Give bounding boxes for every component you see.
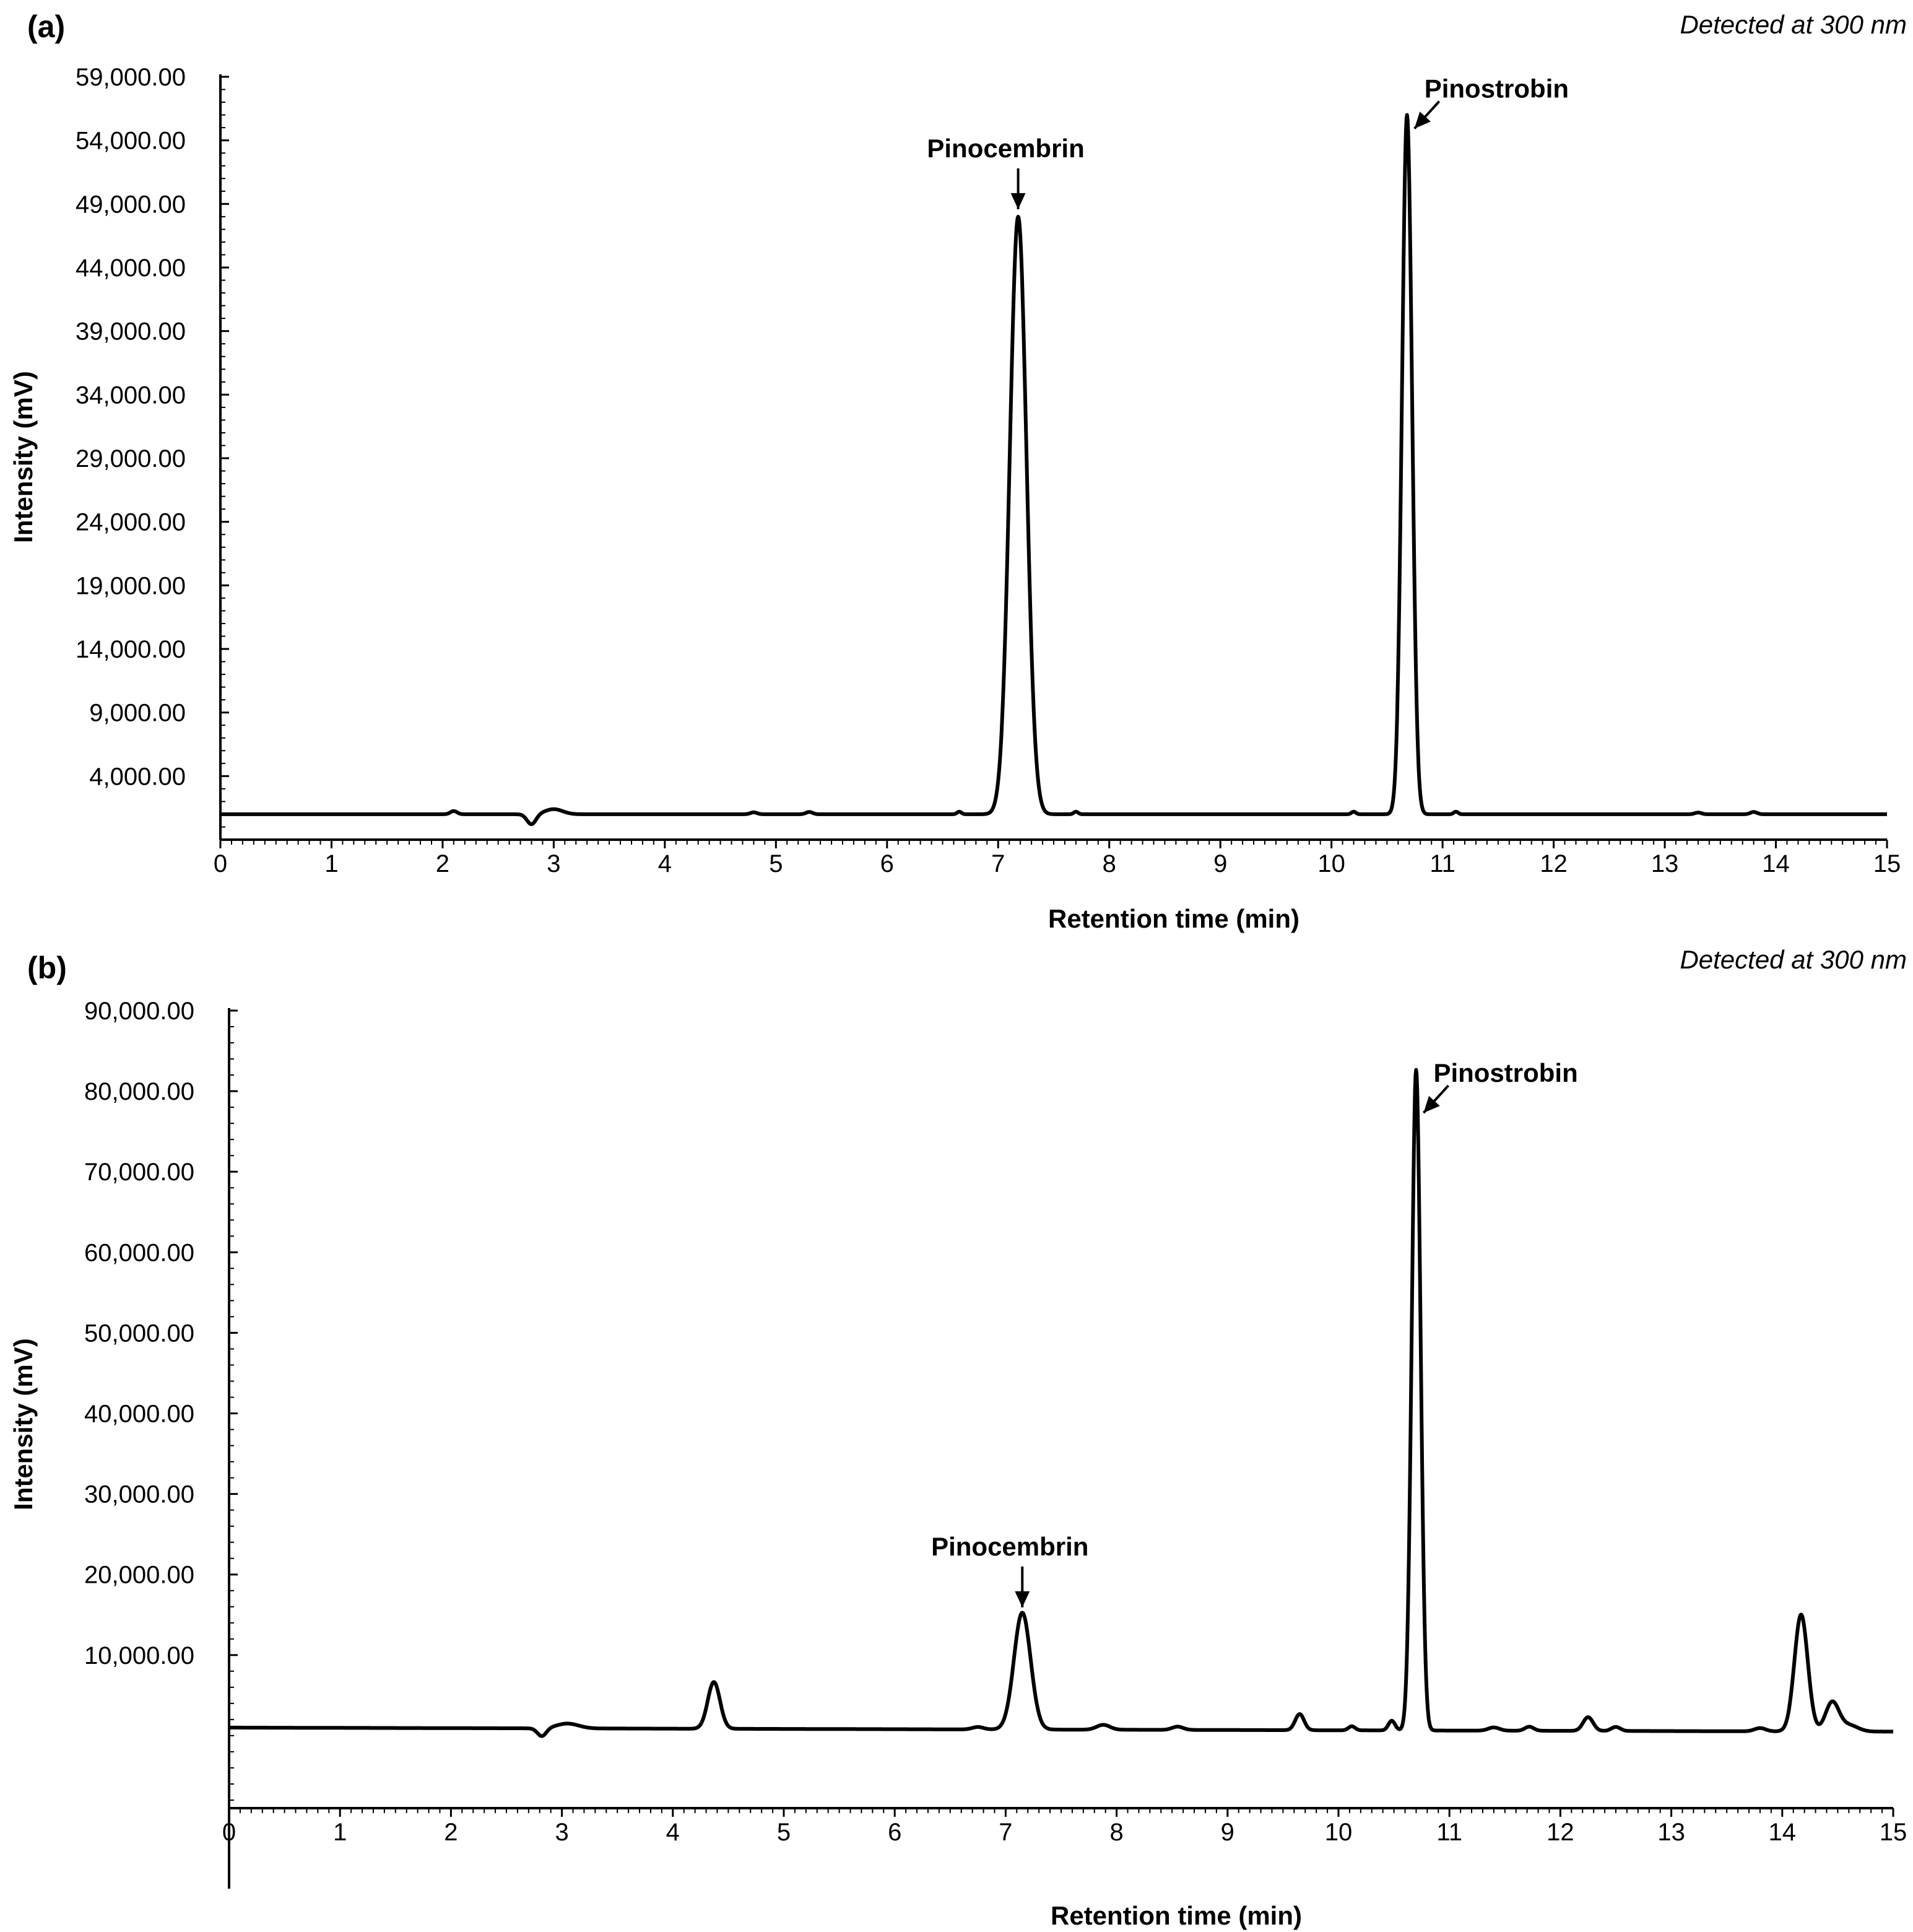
panel-a-trace-line <box>219 113 1889 826</box>
peak-annotation-pinostrobin: Pinostrobin <box>1422 1058 1578 1114</box>
y-tick-label: 9,000.00 <box>89 700 186 727</box>
panel-b-y-axis-label: Intensity (mV) <box>9 1338 38 1510</box>
y-tick-label: 60,000.00 <box>84 1239 194 1266</box>
y-tick-label: 40,000.00 <box>84 1401 194 1428</box>
panel-b-detection-note: Detected at 300 nm <box>1680 945 1907 974</box>
x-tick-label: 7 <box>991 850 1005 877</box>
x-tick-label: 9 <box>1213 850 1227 877</box>
peak-label: Pinostrobin <box>1433 1058 1577 1087</box>
panel-b-x-axis-label: Retention time (min) <box>1051 1901 1302 1930</box>
y-tick-label: 29,000.00 <box>76 445 186 472</box>
x-tick-label: 11 <box>1429 850 1455 877</box>
y-tick-label: 90,000.00 <box>84 998 194 1025</box>
x-tick-label: 13 <box>1651 850 1679 877</box>
x-tick-label: 5 <box>769 850 783 877</box>
x-tick-label: 4 <box>666 1819 680 1846</box>
panel-b-annotations: Pinocembrin Pinostrobin <box>931 1058 1578 1608</box>
panel-a-label: (a) <box>27 9 65 44</box>
peak-label: Pinocembrin <box>927 134 1084 163</box>
x-tick-label: 12 <box>1540 850 1568 877</box>
y-tick-label: 10,000.00 <box>84 1642 194 1669</box>
x-tick-label: 5 <box>777 1819 791 1846</box>
x-tick-label: 14 <box>1769 1819 1797 1846</box>
x-tick-label: 6 <box>888 1819 901 1846</box>
x-tick-label: 6 <box>880 850 894 877</box>
x-tick-label: 0 <box>214 850 227 877</box>
peak-label: Pinocembrin <box>931 1532 1088 1561</box>
panel-a-ticks: 0 1 2 3 4 5 6 7 8 9 10 11 12 13 14 154,000.009,000.0014… <box>76 64 1901 877</box>
panel-b-label: (b) <box>27 951 67 985</box>
x-tick-label: 12 <box>1546 1819 1574 1846</box>
x-tick-label: 4 <box>658 850 672 877</box>
y-tick-label: 80,000.00 <box>84 1078 194 1105</box>
y-tick-label: 44,000.00 <box>76 255 186 282</box>
y-tick-label: 49,000.00 <box>76 191 186 218</box>
x-tick-label: 11 <box>1436 1819 1462 1846</box>
x-tick-label: 3 <box>555 1819 568 1846</box>
x-tick-label: 15 <box>1873 850 1901 877</box>
x-tick-label: 7 <box>999 1819 1012 1846</box>
x-tick-label: 8 <box>1103 850 1116 877</box>
x-tick-label: 10 <box>1317 850 1345 877</box>
peak-annotation-pinocembrin: Pinocembrin <box>927 134 1085 209</box>
y-tick-label: 30,000.00 <box>84 1481 194 1508</box>
y-tick-label: 70,000.00 <box>84 1159 194 1186</box>
x-tick-label: 9 <box>1221 1819 1234 1846</box>
arrow-head <box>1015 1591 1030 1608</box>
panel-a-detection-note: Detected at 300 nm <box>1680 10 1907 39</box>
x-tick-label: 2 <box>436 850 449 877</box>
x-tick-label: 1 <box>333 1819 347 1846</box>
y-tick-label: 20,000.00 <box>84 1562 194 1589</box>
x-tick-label: 13 <box>1657 1819 1685 1846</box>
y-tick-label: 59,000.00 <box>76 64 186 91</box>
y-tick-label: 39,000.00 <box>76 318 186 346</box>
x-tick-label: 10 <box>1325 1819 1353 1846</box>
x-tick-label: 1 <box>324 850 338 877</box>
panel-b-trace-line <box>227 1068 1895 1738</box>
y-tick-label: 24,000.00 <box>76 509 186 536</box>
y-tick-label: 14,000.00 <box>76 636 186 663</box>
x-tick-label: 3 <box>547 850 560 877</box>
y-tick-label: 19,000.00 <box>76 572 186 599</box>
peak-label: Pinostrobin <box>1425 74 1569 103</box>
peak-annotation-pinostrobin: Pinostrobin <box>1413 74 1569 129</box>
y-tick-label: 4,000.00 <box>89 763 186 790</box>
x-tick-label: 2 <box>444 1819 458 1846</box>
x-tick-label: 14 <box>1762 850 1790 877</box>
panel-a-chart: (a) Detected at 300 nm Retention time (m… <box>9 9 1907 933</box>
panel-a-x-axis-label: Retention time (min) <box>1048 904 1299 933</box>
panel-b-chart: (b) Detected at 300 nm Retention time (m… <box>9 945 1907 1930</box>
panel-a-annotations: Pinocembrin Pinostrobin <box>927 74 1569 209</box>
panel-b-axes <box>228 1008 1893 1889</box>
panel-a-axes <box>219 74 1887 841</box>
y-tick-label: 54,000.00 <box>76 128 186 155</box>
panel-b-ticks: 012345678910111213141510,000.0020,000.00… <box>84 998 1907 1846</box>
arrow-head <box>1423 1095 1440 1113</box>
arrow-head <box>1414 111 1431 129</box>
panel-a-y-axis-label: Intensity (mV) <box>9 371 38 543</box>
peak-annotation-pinocembrin: Pinocembrin <box>931 1532 1088 1608</box>
x-tick-label: 15 <box>1880 1819 1907 1846</box>
y-tick-label: 34,000.00 <box>76 381 186 409</box>
y-tick-label: 50,000.00 <box>84 1320 194 1347</box>
x-tick-label: 8 <box>1109 1819 1123 1846</box>
arrow-head <box>1010 193 1026 209</box>
